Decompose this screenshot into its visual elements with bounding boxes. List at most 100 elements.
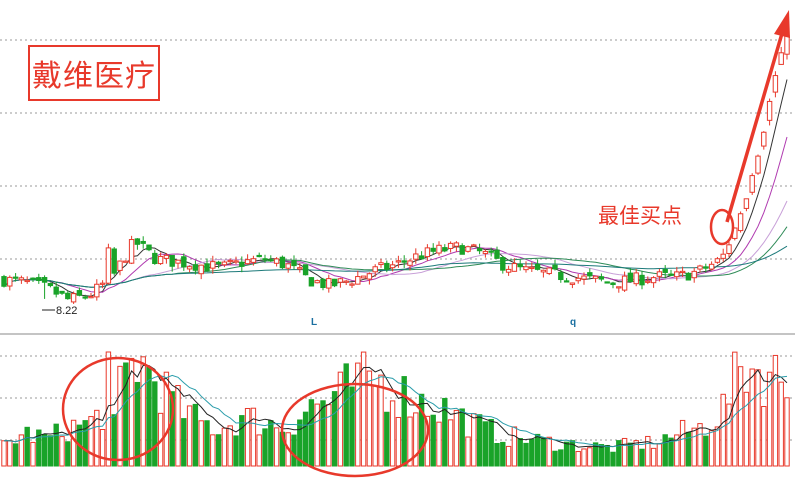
volume-bar bbox=[662, 434, 668, 467]
volume-bar bbox=[639, 448, 645, 467]
candle-body bbox=[633, 272, 639, 285]
candle-body bbox=[152, 252, 158, 264]
candle-body bbox=[737, 213, 744, 232]
candle-body bbox=[146, 244, 152, 251]
candle-body bbox=[99, 282, 106, 285]
volume-bar bbox=[436, 421, 442, 467]
volume-bar bbox=[703, 435, 709, 467]
volume-bar bbox=[604, 444, 610, 467]
candle-body bbox=[24, 279, 30, 283]
candle-body bbox=[529, 266, 535, 270]
volume-bar bbox=[215, 434, 222, 467]
volume-bar bbox=[372, 385, 378, 467]
candle-body bbox=[47, 282, 54, 287]
candle-body bbox=[239, 261, 245, 267]
volume-bar bbox=[355, 362, 361, 467]
volume-bar bbox=[268, 420, 274, 467]
volume-bar bbox=[708, 430, 715, 467]
candle-body bbox=[685, 272, 692, 281]
volume-bar bbox=[297, 419, 303, 467]
volume-bar bbox=[7, 440, 13, 467]
candle-body bbox=[169, 254, 175, 267]
candle-body bbox=[587, 272, 593, 277]
candle-body bbox=[355, 276, 361, 285]
volume-bar bbox=[239, 415, 245, 467]
volume-bar bbox=[82, 420, 88, 467]
volume-bar bbox=[99, 429, 106, 467]
candle-body bbox=[186, 266, 193, 270]
candle-body bbox=[766, 100, 773, 121]
volume-bar bbox=[621, 437, 628, 467]
volume-bar bbox=[302, 411, 309, 467]
volume-bar bbox=[384, 411, 390, 467]
ma-line-60 bbox=[3, 245, 788, 288]
candle-body bbox=[326, 278, 332, 289]
volume-bar bbox=[592, 442, 599, 467]
candle-body bbox=[500, 257, 506, 271]
volume-bar bbox=[552, 450, 558, 467]
candle-body bbox=[320, 278, 326, 289]
volume-bar bbox=[163, 371, 170, 467]
candle-body bbox=[268, 259, 274, 262]
volume-bar bbox=[407, 416, 413, 467]
candle-body bbox=[349, 283, 355, 286]
candle-body bbox=[459, 245, 465, 255]
volume-bar bbox=[418, 393, 425, 467]
highlight-circles bbox=[61, 208, 735, 478]
candle-body bbox=[204, 263, 210, 272]
volume-bar bbox=[53, 423, 59, 467]
candle-body bbox=[181, 256, 187, 268]
volume-bar bbox=[105, 351, 112, 467]
candle-body bbox=[476, 247, 483, 252]
volume-bar bbox=[720, 393, 726, 467]
volume-bar bbox=[36, 429, 42, 467]
candle-body bbox=[534, 263, 541, 270]
volume-bar bbox=[459, 408, 465, 467]
candle-body bbox=[511, 263, 518, 272]
candle-body bbox=[210, 261, 216, 269]
candle-body bbox=[604, 281, 610, 284]
candle-body bbox=[76, 290, 83, 296]
volume-bar bbox=[221, 427, 228, 467]
candle-body bbox=[523, 266, 529, 271]
candle-body bbox=[471, 244, 477, 247]
candle-body bbox=[761, 131, 767, 147]
volume-bar bbox=[395, 416, 402, 467]
candle-body bbox=[163, 254, 170, 259]
volume-bar bbox=[650, 447, 657, 467]
candle-body bbox=[465, 246, 471, 252]
candle-body bbox=[244, 259, 251, 265]
candle-body bbox=[546, 267, 552, 275]
candle-body bbox=[227, 259, 233, 263]
candle-body bbox=[192, 264, 199, 271]
candle-body bbox=[436, 244, 442, 254]
candle-body bbox=[389, 264, 396, 269]
volume-bar bbox=[430, 414, 436, 467]
volume-bar bbox=[24, 426, 30, 467]
candle-body bbox=[53, 286, 59, 295]
volume-bar bbox=[308, 399, 315, 467]
volume-bar bbox=[41, 433, 48, 467]
volume-bar bbox=[262, 428, 268, 467]
candle-body bbox=[778, 52, 784, 65]
candle-body bbox=[366, 273, 373, 280]
candle-body bbox=[401, 260, 407, 263]
candle-body bbox=[297, 267, 303, 270]
volume-bar bbox=[581, 448, 587, 467]
volume-bar bbox=[442, 397, 448, 467]
candle-body bbox=[552, 264, 558, 270]
volume-bar bbox=[192, 403, 199, 467]
volume-bar bbox=[123, 362, 129, 467]
candle-body bbox=[105, 247, 112, 284]
candle-body bbox=[117, 260, 123, 271]
candle-body bbox=[273, 258, 280, 264]
volume-bar bbox=[494, 442, 500, 467]
candle-body bbox=[662, 269, 668, 273]
candle-body bbox=[610, 282, 616, 286]
volume-bar bbox=[291, 434, 297, 467]
candle-body bbox=[1, 276, 7, 287]
volume-bar bbox=[598, 444, 605, 467]
candle-body bbox=[395, 260, 402, 263]
candle-body bbox=[674, 271, 680, 278]
volume-bar bbox=[679, 419, 686, 467]
